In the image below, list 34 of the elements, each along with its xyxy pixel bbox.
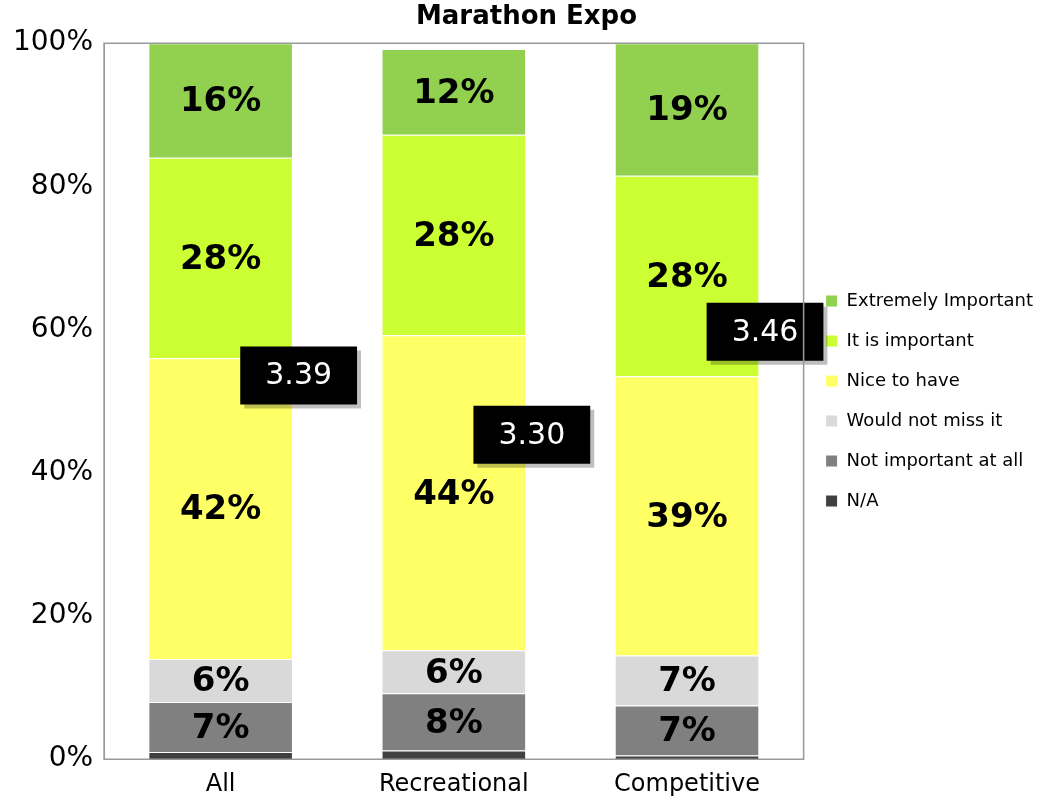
data-label: 7%	[658, 709, 716, 750]
y-tick-label: 60%	[30, 310, 94, 344]
data-label: 28%	[413, 213, 495, 254]
x-tick-label: Competitive	[614, 768, 760, 797]
data-label: 44%	[413, 471, 495, 512]
data-label: 6%	[424, 650, 483, 691]
y-tick-label: 100%	[12, 24, 94, 58]
data-label: 16%	[179, 79, 262, 120]
y-tick-label: 40%	[30, 454, 94, 488]
y-tick-label: 80%	[30, 167, 94, 201]
data-label: 42%	[179, 487, 262, 528]
x-tick-label: Recreational	[378, 768, 529, 797]
legend-label: Extremely Important	[846, 288, 1034, 310]
legend-label: Nice to have	[846, 368, 960, 390]
x-tick-label: All	[205, 768, 236, 797]
data-label: 12%	[413, 70, 495, 111]
annotation: 3.30	[498, 415, 566, 451]
data-label: 7%	[658, 659, 716, 700]
data-label: 6%	[191, 659, 250, 700]
data-label: 19%	[646, 88, 728, 129]
data-label: 28%	[646, 254, 728, 295]
annotation: 3.39	[265, 356, 333, 392]
legend-label: Would not miss it	[846, 408, 1003, 430]
data-label: 28%	[179, 236, 262, 277]
legend-label: Not important at all	[846, 448, 1024, 470]
data-label: 8%	[424, 700, 483, 741]
legend-label: N/A	[846, 488, 880, 510]
data-label: 39%	[646, 494, 728, 535]
y-tick-label: 0%	[48, 740, 94, 774]
y-tick-label: 20%	[30, 597, 94, 631]
data-label: 7%	[191, 705, 250, 746]
chart-title: Marathon Expo	[415, 0, 638, 31]
legend-label: It is important	[846, 328, 974, 350]
annotation: 3.46	[731, 312, 799, 348]
